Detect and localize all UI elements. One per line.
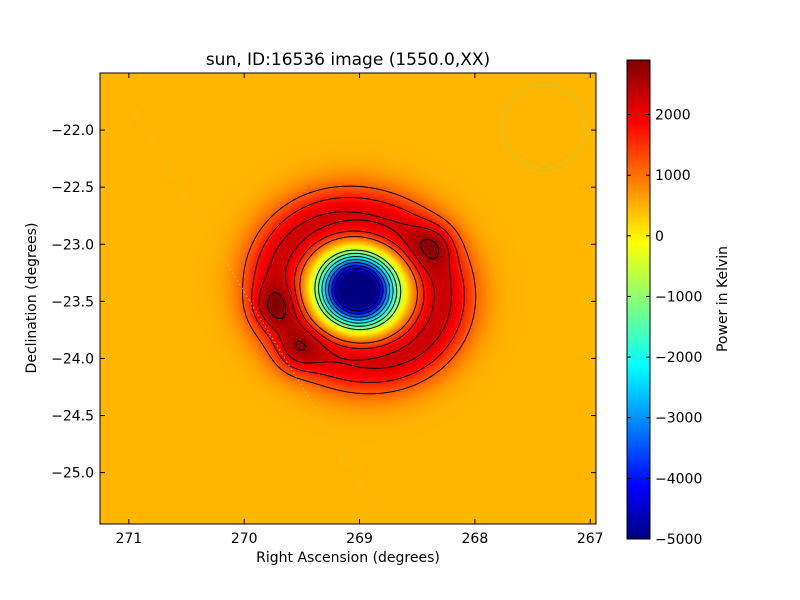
x-tick-label: 267: [577, 531, 604, 547]
colorbar-label: Power in Kelvin: [715, 246, 731, 352]
positive-contour: [267, 238, 439, 351]
y-tick-label: −25.0: [51, 466, 94, 482]
beam-circle: [501, 84, 587, 170]
colorbar-tick-label: 2000: [655, 108, 691, 124]
negative-contour: [321, 256, 394, 324]
y-axis-label: Declination (degrees): [24, 223, 40, 374]
colorbar-bar: [626, 59, 651, 540]
x-tick-label: 269: [346, 531, 373, 547]
plot-frame: [99, 72, 597, 525]
positive-contour: [258, 211, 452, 369]
negative-contour: [318, 252, 398, 327]
colorbar-tick-label: −5000: [655, 532, 702, 548]
positive-contour: [242, 185, 477, 395]
x-tick-label: 271: [115, 531, 142, 547]
colorbar-tick-label: −2000: [655, 350, 702, 366]
colorbar-tick-label: −1000: [655, 289, 702, 305]
positive-contour: [251, 197, 465, 383]
negative-contour: [334, 268, 381, 312]
y-tick-label: −22.5: [51, 180, 94, 196]
colorbar-tick-label: 0: [655, 229, 664, 245]
heatmap-image: [100, 73, 596, 524]
negative-contour: [314, 249, 402, 331]
negative-contour: [328, 262, 387, 318]
x-axis-label: Right Ascension (degrees): [256, 550, 440, 566]
y-tick-label: −22.0: [51, 123, 94, 139]
colorbar-tick-label: 1000: [655, 168, 691, 184]
y-tick-label: −24.5: [51, 409, 94, 425]
x-tick-label: 270: [231, 531, 258, 547]
y-tick-label: −24.0: [51, 351, 94, 367]
negative-contour: [324, 259, 391, 321]
chart-title: sun, ID:16536 image (1550.0,XX): [206, 50, 490, 70]
y-tick-label: −23.5: [51, 294, 94, 310]
colorbar-tick-label: −3000: [655, 411, 702, 427]
colorbar-tick-label: −4000: [655, 471, 702, 487]
y-tick-label: −23.0: [51, 237, 94, 253]
x-tick-label: 268: [462, 531, 489, 547]
negative-contour: [331, 265, 384, 315]
colorbar: 2000 1000 0 −1000 −2000 −3000 −4000 −5000 Power…: [626, 59, 731, 548]
plot-area: 271 270 269 268 267 −22.0 −22.5 −23.0 −23.5 −24.…: [51, 72, 604, 547]
galactic-plane-line: [116, 84, 384, 519]
